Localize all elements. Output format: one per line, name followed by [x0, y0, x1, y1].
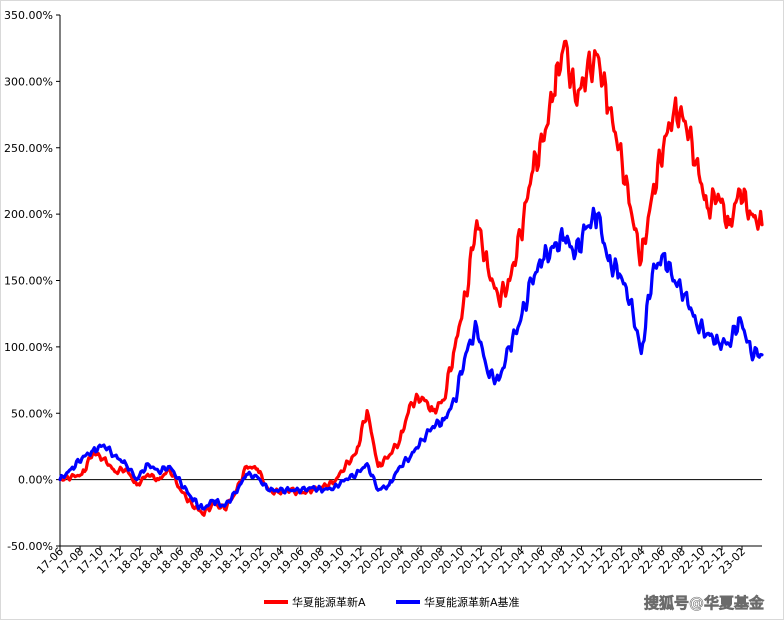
series-line-2 [58, 206, 764, 511]
series-line-1 [58, 39, 764, 517]
y-tick-label: -50.00% [7, 540, 53, 553]
legend-label-series-1: 华夏能源革新A [292, 595, 366, 609]
y-tick-label: 200.00% [4, 208, 53, 221]
y-tick-label: 250.00% [4, 142, 53, 155]
y-tick-label: 100.00% [4, 341, 53, 354]
watermark-text: 搜狐号@华夏基金 [644, 594, 765, 612]
x-tick-labels: 17-0617-0817-1017-1218-0218-0418-0618-08… [34, 545, 748, 577]
y-tick-label: 150.00% [4, 275, 53, 288]
y-tick-label: 50.00% [11, 407, 53, 420]
y-tick-label: 350.00% [4, 9, 53, 22]
y-tick-label: 0.00% [18, 474, 53, 487]
y-tick-label: 300.00% [4, 75, 53, 88]
y-tick-labels: -50.00% 0.00% 50.00% 100.00% 150.00% 200.00% 2… [4, 9, 60, 553]
legend-label-series-2: 华夏能源革新A基准 [424, 595, 520, 609]
legend: 华夏能源革新A 华夏能源革新A基准 [264, 595, 520, 609]
series-lines [58, 39, 764, 517]
